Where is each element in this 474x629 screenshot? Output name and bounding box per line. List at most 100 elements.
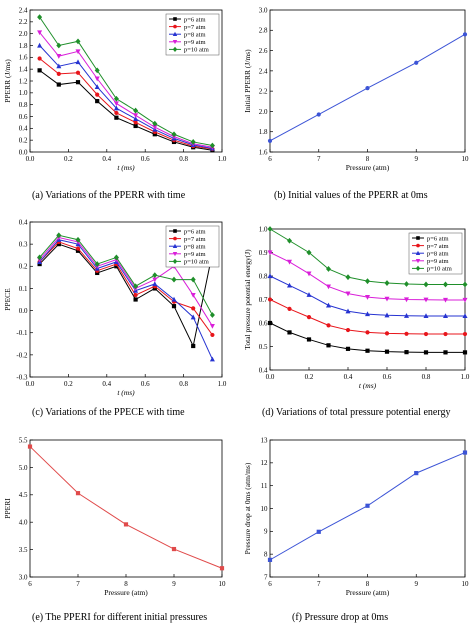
chart-c-y-axis-label: PPECE — [3, 288, 12, 311]
chart-d-legend-marker — [416, 243, 420, 248]
chart-a-series-4-point — [190, 139, 196, 145]
chart-c-x-axis-label: t (ms) — [117, 388, 135, 397]
chart-e-series-0-point — [123, 522, 129, 527]
chart-d-series-0-point — [287, 330, 292, 335]
chart-d-series-2-point — [365, 311, 370, 317]
chart-a-legend-label: p=6 atm — [184, 16, 206, 23]
chart-a-y-tick-label: 1.6 — [19, 54, 28, 62]
chart-c-series-4-point — [209, 312, 215, 318]
chart-f-series-0-point — [462, 450, 468, 455]
chart-d-y-tick-label: 0.9 — [259, 249, 268, 257]
chart-d-series-4-point — [443, 281, 448, 288]
chart-a-y-axis-label: PPERR (J/ms) — [3, 59, 12, 103]
chart-f-y-tick-label: 7 — [264, 573, 268, 581]
chart-a-series-1-point — [75, 70, 81, 75]
chart-c-x-tick-label: 0.6 — [141, 380, 150, 388]
chart-c-series-2-point — [152, 281, 158, 287]
chart-a-series-4-point — [94, 67, 100, 74]
chart-e-x-tick-label: 9 — [172, 580, 176, 588]
caption-e: (e) The PPERI for different initial pres… — [32, 612, 208, 623]
chart-c-series-0-point — [56, 242, 61, 247]
chart-c-series-0-point — [37, 261, 42, 267]
caption-c: (c) Variations of the PPECE with time — [32, 407, 185, 418]
chart-c-series-3-line — [39, 236, 213, 327]
chart-d-series-3-point — [443, 297, 448, 303]
chart-c-x-tick-label: 0.0 — [26, 380, 35, 388]
chart-d-series-3-point — [462, 297, 468, 303]
chart-a-y-tick-label: 2.0 — [19, 30, 28, 38]
chart-a-x-tick-label: 0.6 — [141, 155, 150, 163]
chart-d-series-1-point — [384, 331, 390, 336]
chart-a-series-4-point — [152, 120, 158, 127]
caption-d: (d) Variations of total pressure potenti… — [262, 407, 451, 418]
chart-d-series-2-point — [267, 273, 273, 279]
chart-d-legend-label: p=10 atm — [427, 266, 452, 273]
chart-c-legend-label: p=9 atm — [184, 251, 206, 258]
chart-f-x-tick-label: 10 — [462, 580, 470, 588]
chart-d-x-tick-label: 0.8 — [422, 373, 431, 381]
chart-f-plot-frame — [269, 439, 466, 578]
chart-d-legend-label: p=8 atm — [427, 251, 449, 258]
chart-f-y-tick-label: 12 — [261, 459, 269, 467]
chart-b-initial-pperr: 6 7 8 9 10 1.6 1.8 2.0 2.2 2.4 2.6 2.8 3.0 Pressure (… — [243, 6, 470, 172]
chart-d-series-4-point — [267, 226, 273, 232]
chart-a-y-tick-label: 2.4 — [19, 6, 28, 14]
chart-d-series-1-point — [345, 327, 351, 333]
chart-d-y-axis-label: Total pressure potential energy(J) — [243, 249, 252, 350]
chart-d-x-axis-label: t (ms) — [359, 381, 377, 390]
chart-c-series-4-point — [94, 261, 100, 267]
chart-a-x-axis-label: t (ms) — [117, 163, 135, 172]
chart-a-pperr-vs-time: 0.0 0.2 0.4 0.6 0.8 1.0 0.0 0.2 0.4 0.6 0.8 1.0 1.2 1… — [3, 6, 227, 172]
chart-a-series-4-point — [56, 42, 62, 49]
chart-d-series-0-line — [269, 322, 465, 353]
chart-e-y-tick-label: 5.5 — [19, 436, 28, 444]
chart-a-series-3-point — [94, 76, 100, 82]
chart-f-series-0 — [267, 450, 468, 562]
chart-a-series-2-point — [133, 116, 139, 121]
chart-c-series-2-point — [209, 356, 215, 362]
chart-d-series-3-point — [345, 291, 351, 297]
chart-a-series-0-point — [114, 115, 119, 120]
chart-d-series-4-point — [462, 281, 468, 288]
chart-a-series-1-point — [37, 56, 42, 61]
chart-e-series-0-point — [27, 444, 33, 449]
chart-a-x-tick-label: 0.8 — [179, 155, 188, 163]
chart-b-series-0-point — [462, 32, 468, 37]
chart-c-series-0-line — [39, 243, 213, 348]
chart-a-series-0-point — [75, 80, 81, 85]
chart-f-series-0-point — [414, 471, 419, 476]
chart-a-x-tick-label: 1.0 — [218, 155, 227, 163]
chart-d-y-tick-label: 0.4 — [259, 366, 268, 374]
chart-a-y-tick-label: 2.2 — [19, 18, 28, 26]
chart-d-series-2-point — [462, 313, 468, 319]
chart-a-series-4 — [37, 14, 215, 149]
chart-d-series-0-point — [326, 343, 331, 348]
chart-d-series-2-point — [287, 282, 292, 288]
chart-a-series-1-point — [114, 110, 119, 116]
chart-c-series-0-point — [114, 264, 119, 269]
chart-d-series-2-point — [443, 313, 448, 319]
chart-e-y-axis-label: PPERI — [3, 498, 12, 519]
chart-e-pperi-vs-pressure: 6 7 8 9 10 3.0 3.5 4.0 4.5 5.0 5.5 Pressure (atm) PP… — [3, 436, 226, 597]
chart-d-legend-label: p=6 atm — [427, 235, 449, 242]
chart-b-x-tick-label: 10 — [462, 155, 470, 163]
chart-f-y-axis-label: Pressure drop at 0ms (atm/ms) — [243, 462, 252, 554]
chart-a-y-tick-label: 1.0 — [19, 89, 28, 97]
chart-d-series-4-point — [287, 237, 292, 244]
chart-e-x-tick-label: 8 — [124, 580, 128, 588]
chart-d-total-pressure-energy: 0.0 0.2 0.4 0.6 0.8 1.0 0.4 0.5 0.6 0.7 0.8 0.9 1.0 t… — [243, 225, 470, 390]
chart-c-legend-label: p=10 atm — [184, 259, 209, 266]
chart-e-y-tick-label: 4.5 — [19, 491, 28, 499]
chart-c-x-tick-label: 0.2 — [64, 380, 73, 388]
chart-c-legend-label: p=6 atm — [184, 228, 206, 235]
chart-b-y-tick-label: 2.4 — [259, 67, 268, 75]
chart-a-legend-marker — [173, 17, 177, 21]
chart-d-y-tick-label: 0.7 — [259, 296, 268, 304]
chart-c-x-tick-label: 1.0 — [218, 380, 227, 388]
chart-a-series-4-point — [171, 131, 177, 138]
chart-a-y-tick-label: 1.2 — [19, 77, 28, 85]
chart-a-y-tick-label: 0.6 — [19, 113, 28, 121]
chart-a-series-3-point — [133, 113, 139, 119]
chart-c-series-0-point — [191, 343, 196, 349]
